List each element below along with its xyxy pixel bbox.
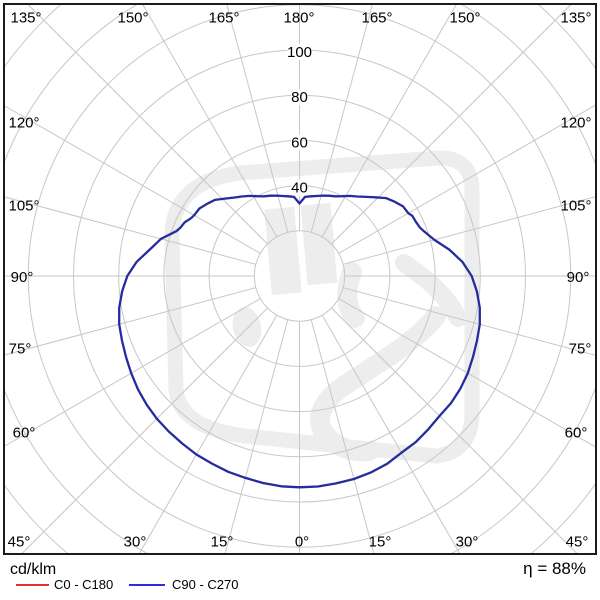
svg-text:150°: 150° [449,10,480,27]
svg-text:15°: 15° [211,534,234,551]
svg-text:60°: 60° [13,425,36,442]
svg-text:90°: 90° [11,269,34,286]
svg-text:75°: 75° [569,341,592,358]
svg-text:100: 100 [287,44,312,61]
svg-text:105°: 105° [560,198,591,215]
svg-text:30°: 30° [124,534,147,551]
svg-text:η = 88%: η = 88% [523,559,586,578]
svg-text:75°: 75° [9,341,32,358]
svg-text:90°: 90° [567,269,590,286]
svg-text:150°: 150° [117,10,148,27]
svg-text:180°: 180° [283,10,314,27]
svg-text:60°: 60° [565,425,588,442]
svg-text:80: 80 [291,89,308,106]
svg-text:cd/klm: cd/klm [10,561,56,578]
svg-text:45°: 45° [566,534,589,551]
svg-text:0°: 0° [295,534,309,551]
svg-text:105°: 105° [8,198,39,215]
svg-text:165°: 165° [208,10,239,27]
svg-text:45°: 45° [8,534,31,551]
svg-text:30°: 30° [456,534,479,551]
svg-text:40: 40 [291,180,308,197]
svg-text:120°: 120° [560,115,591,132]
svg-text:15°: 15° [369,534,392,551]
svg-text:120°: 120° [8,115,39,132]
svg-text:C0 - C180: C0 - C180 [54,577,113,592]
svg-text:135°: 135° [560,10,591,27]
svg-text:135°: 135° [10,10,41,27]
svg-text:C90 - C270: C90 - C270 [172,577,238,592]
svg-text:60: 60 [291,134,308,151]
svg-text:165°: 165° [361,10,392,27]
